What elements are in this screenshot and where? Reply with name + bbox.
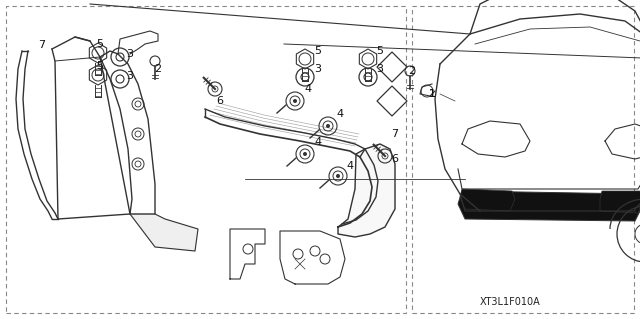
Polygon shape xyxy=(458,191,640,221)
Text: XT3L1F010A: XT3L1F010A xyxy=(479,297,540,307)
Text: 3: 3 xyxy=(314,64,321,74)
Text: 3: 3 xyxy=(127,49,134,59)
Text: 1: 1 xyxy=(429,89,435,99)
Text: 3: 3 xyxy=(376,64,383,74)
Bar xyxy=(412,6,634,313)
Text: 2: 2 xyxy=(154,64,161,74)
Text: 2: 2 xyxy=(408,66,415,76)
Polygon shape xyxy=(338,144,395,237)
Text: 1: 1 xyxy=(429,89,435,99)
Polygon shape xyxy=(460,189,515,211)
Text: 4: 4 xyxy=(337,109,344,119)
Text: 7: 7 xyxy=(392,129,399,139)
Text: 7: 7 xyxy=(38,40,45,50)
Circle shape xyxy=(293,99,297,103)
Polygon shape xyxy=(130,214,198,251)
Circle shape xyxy=(336,174,340,178)
Text: 5: 5 xyxy=(314,46,321,56)
Bar xyxy=(6,6,406,313)
Text: 5: 5 xyxy=(97,39,104,49)
Text: 4: 4 xyxy=(346,161,353,171)
Text: 5: 5 xyxy=(97,61,104,71)
Text: 6: 6 xyxy=(216,96,223,106)
Text: 4: 4 xyxy=(305,84,312,94)
Circle shape xyxy=(303,152,307,156)
Polygon shape xyxy=(600,191,640,213)
Text: 5: 5 xyxy=(376,46,383,56)
Text: 3: 3 xyxy=(127,71,134,81)
Text: 6: 6 xyxy=(392,154,399,164)
Circle shape xyxy=(326,124,330,128)
Text: 4: 4 xyxy=(314,137,321,147)
